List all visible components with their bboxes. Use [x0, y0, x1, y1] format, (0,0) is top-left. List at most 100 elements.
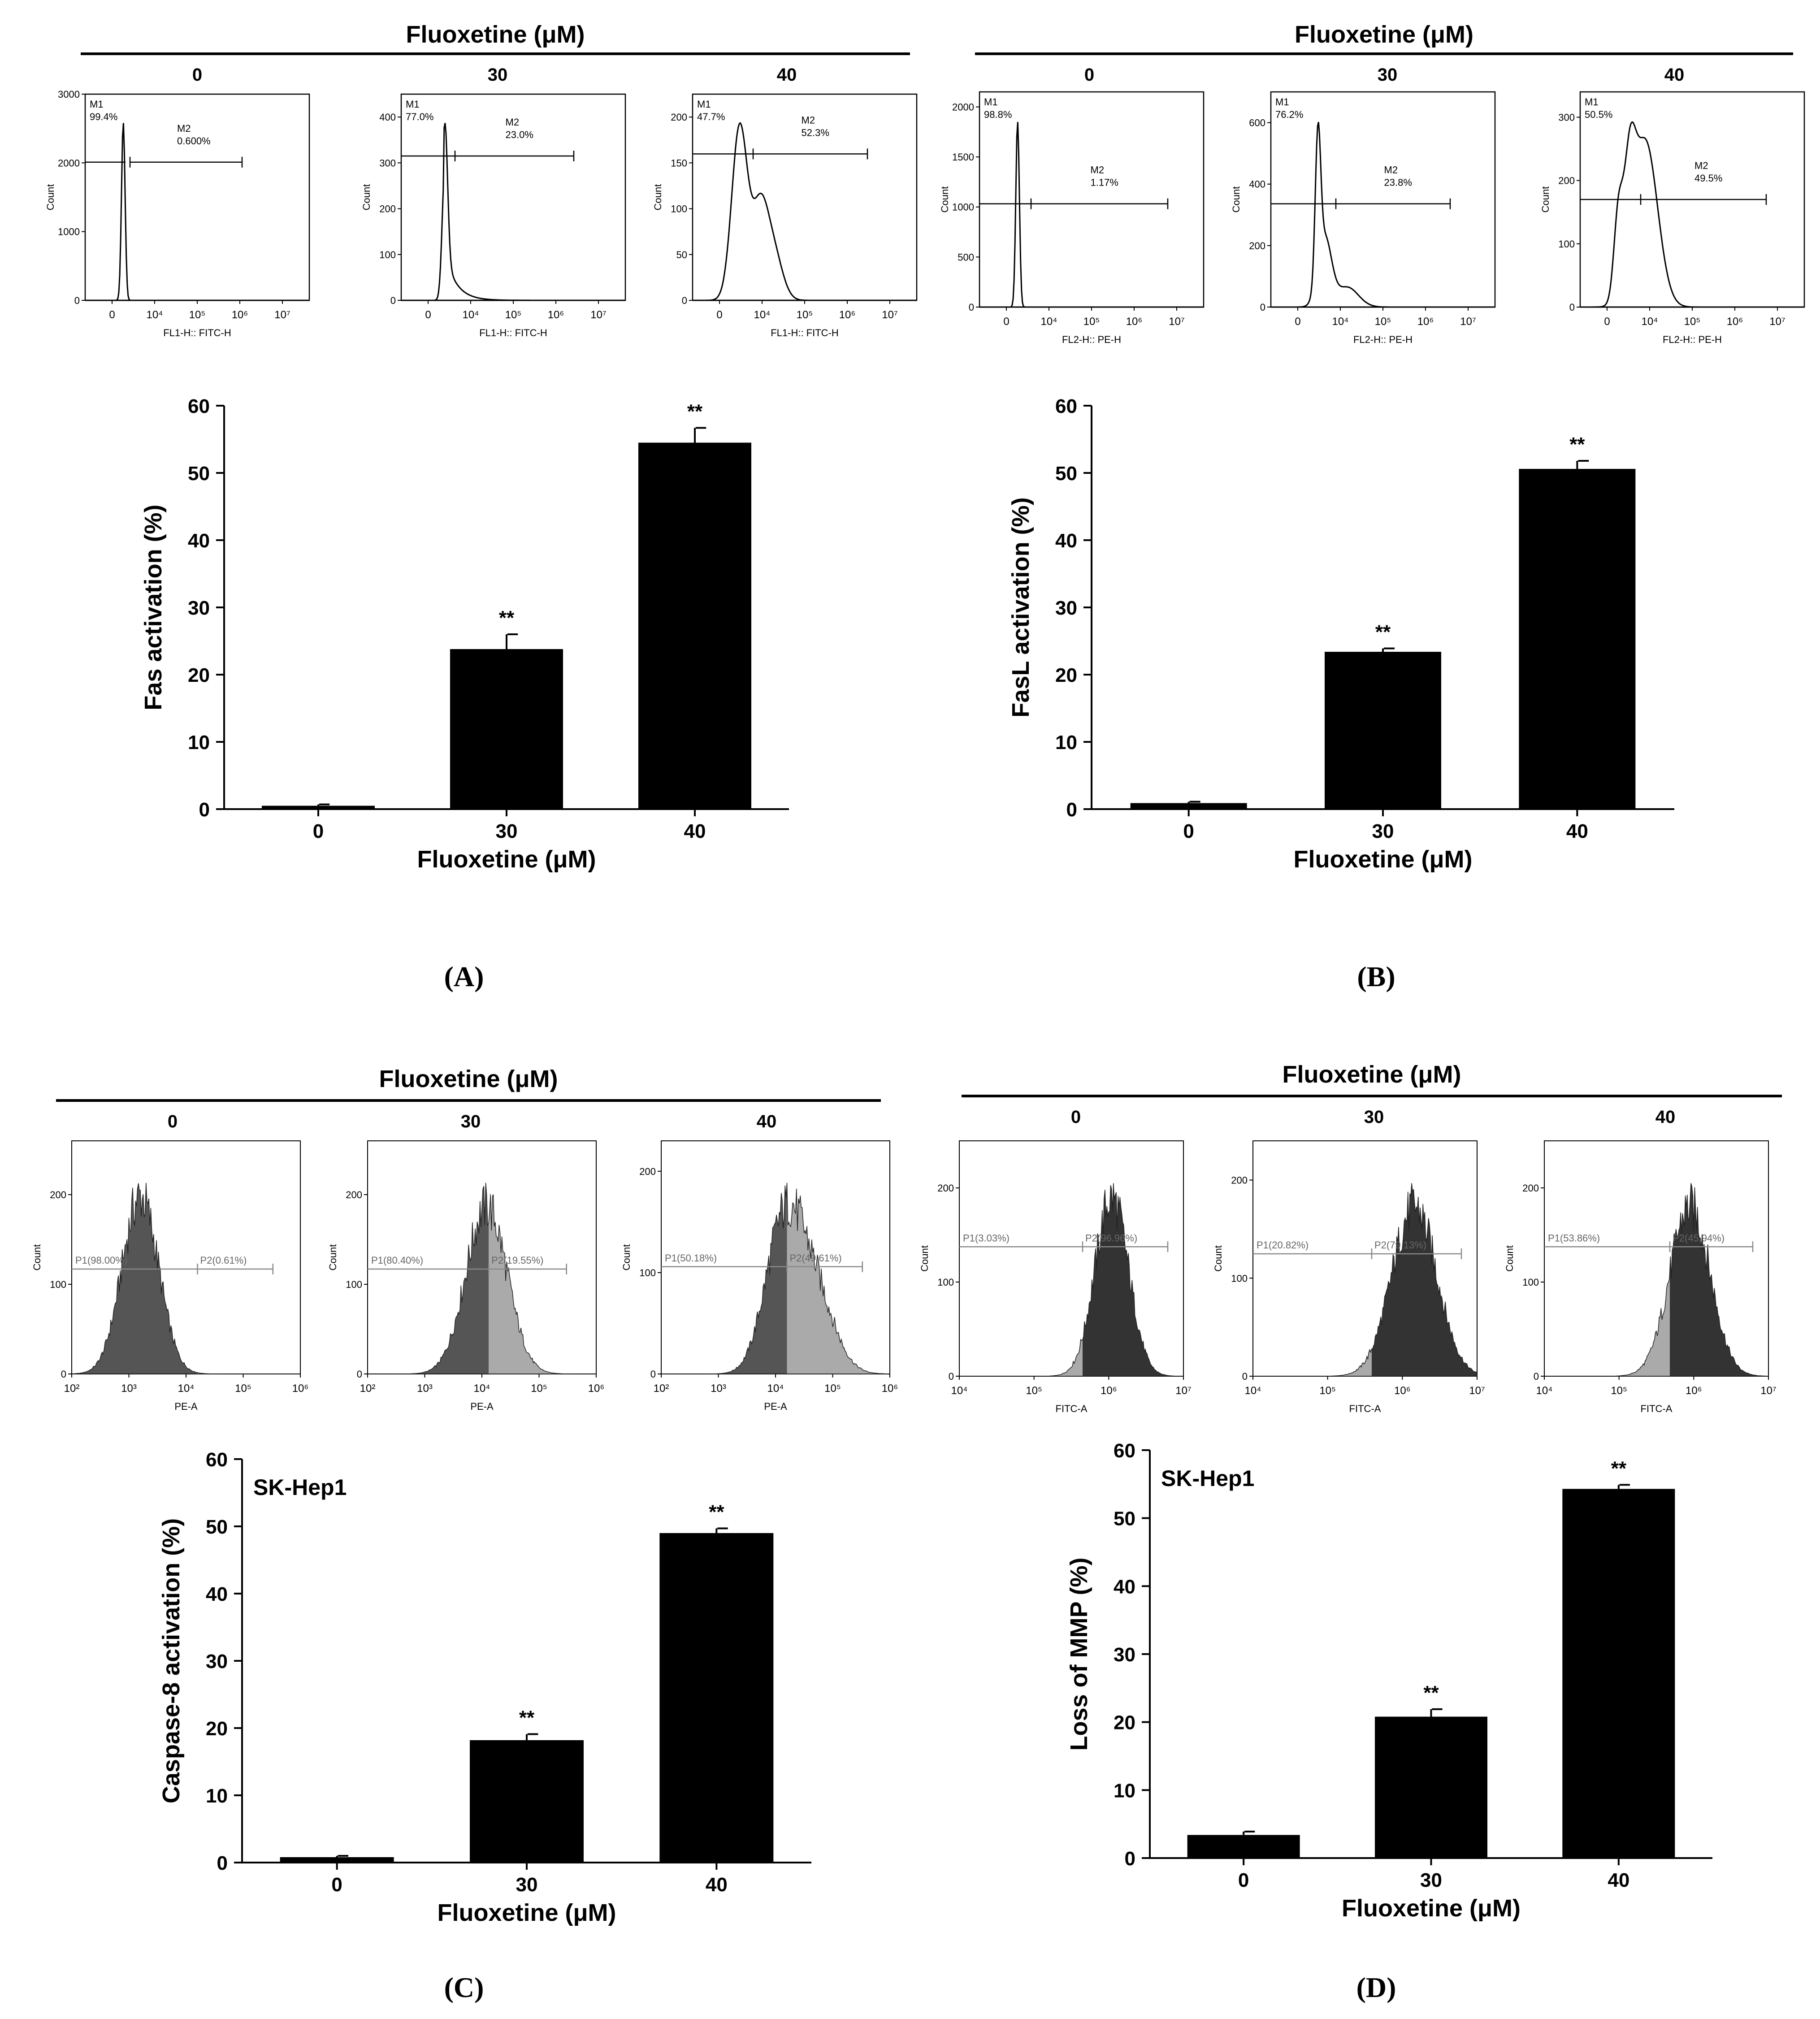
- flow-ytick-label: 600: [1249, 117, 1265, 129]
- bar-0: [1130, 803, 1247, 809]
- gate2-name: M2: [177, 123, 191, 134]
- gate2-label: 1.17%: [1091, 177, 1118, 188]
- flow-ytick-label: 3000: [58, 89, 80, 100]
- panelc-header: Fluoxetine (μM): [379, 1066, 558, 1092]
- y-tick-label: 30: [206, 1651, 228, 1672]
- panelc-flow-plot: P1(80.40%) P2(19.55%) 0 100 200 10² 10³ 10⁴ 10⁵ 1…: [327, 1140, 605, 1412]
- flow-xtick-label: 0: [109, 309, 115, 321]
- gate2-name: M2: [506, 117, 520, 128]
- y-tick-label: 50: [1055, 463, 1077, 485]
- flow-xtick-label: 10⁷: [1175, 1385, 1191, 1397]
- flow-histogram-gate1: [368, 1183, 489, 1374]
- gate2-label: P2(49.61%): [790, 1252, 842, 1264]
- panelc-dose-label: 0: [168, 1112, 178, 1131]
- paneld-flow-plot: P1(53.86%) P2(45.94%) 0 100 200 10⁴ 10⁵ 10⁶ 10⁷ F…: [1504, 1140, 1777, 1414]
- flow-ytick-label: 0: [682, 295, 687, 306]
- panela: Fluoxetine (μM)0 30 40M199.4%M20.600%01000…: [45, 21, 918, 992]
- panela-dose-label: 40: [777, 65, 797, 85]
- flow-ytick-label: 0: [650, 1369, 656, 1380]
- x-tick-label: 30: [1420, 1869, 1442, 1891]
- panelb-header: Fluoxetine (μM): [1295, 21, 1473, 48]
- flow-xlabel: FL1-H:: FITC-H: [771, 327, 839, 338]
- flow-ytick-label: 50: [676, 249, 687, 260]
- flow-ylabel: Count: [327, 1244, 338, 1271]
- flow-ytick-label: 400: [1249, 179, 1265, 190]
- flow-ytick-label: 200: [1522, 1183, 1539, 1194]
- gate1-label: P1(98.00%): [75, 1255, 127, 1266]
- flow-xtick-label: 10⁶: [292, 1382, 309, 1395]
- flow-xtick-label: 10⁵: [505, 309, 522, 321]
- bar-30: [1375, 1716, 1487, 1858]
- flow-ytick-label: 100: [937, 1277, 954, 1288]
- flow-ytick-label: 100: [671, 204, 687, 215]
- flow-xtick-label: 10⁶: [232, 309, 248, 321]
- flow-xtick-label: 10⁵: [1684, 316, 1701, 328]
- flow-ylabel: Count: [939, 186, 950, 213]
- paneld-header: Fluoxetine (μM): [1282, 1061, 1461, 1088]
- flow-xtick-label: 10⁵: [235, 1382, 251, 1395]
- gate1-label: P1(80.40%): [371, 1255, 423, 1266]
- significance-label: **: [1375, 621, 1391, 643]
- y-axis-label: Fas activation (%): [140, 504, 167, 710]
- x-tick-label: 40: [706, 1874, 728, 1896]
- flow-ylabel: Count: [31, 1244, 43, 1271]
- x-tick-label: 0: [313, 820, 324, 842]
- flow-ytick-label: 400: [379, 112, 396, 123]
- gate1-name: M1: [1275, 96, 1289, 108]
- flow-xtick-label: 10⁷: [590, 309, 606, 321]
- gate1-label: 50.5%: [1585, 109, 1612, 120]
- flow-xtick-label: 10²: [360, 1382, 376, 1395]
- flow-ylabel: Count: [1231, 186, 1242, 213]
- flow-xtick-label: 10⁷: [1460, 316, 1476, 328]
- flow-xtick-label: 10³: [417, 1382, 433, 1395]
- y-axis-label: FasL activation (%): [1007, 497, 1034, 717]
- panela-header: Fluoxetine (μM): [406, 21, 585, 48]
- x-tick-label: 40: [1566, 820, 1588, 842]
- gate1-label: 99.4%: [90, 111, 117, 122]
- flow-ylabel: Count: [919, 1245, 930, 1272]
- y-tick-label: 0: [1125, 1848, 1135, 1870]
- flow-xtick-label: 10⁵: [531, 1382, 547, 1395]
- panelb-bar-chart: 0 10 20 30 40 50 60 0 30 ** 40 ** Fluoxetine (μM) Fas…: [1007, 395, 1674, 873]
- flow-plot-frame: [84, 93, 310, 301]
- panelb-dose-label: 40: [1664, 65, 1685, 85]
- flow-xtick-label: 10²: [64, 1382, 80, 1395]
- y-tick-label: 60: [188, 395, 210, 417]
- y-tick-label: 60: [206, 1449, 228, 1471]
- flow-ytick-label: 1500: [952, 152, 974, 163]
- flow-xtick-label: 10⁴: [754, 309, 770, 321]
- flow-xlabel: FITC-A: [1056, 1403, 1088, 1414]
- flow-ytick-label: 2000: [58, 157, 80, 169]
- flow-plot-frame: [1270, 91, 1496, 308]
- flow-xlabel: FL2-H:: PE-H: [1062, 334, 1121, 345]
- flow-xtick-label: 10⁵: [797, 309, 813, 321]
- flow-xtick-label: 10⁷: [274, 309, 290, 321]
- gate2-label: 23.8%: [1384, 177, 1412, 188]
- significance-label: **: [687, 401, 703, 423]
- flow-xtick-label: 10⁶: [588, 1382, 605, 1395]
- flow-ytick-label: 0: [1242, 1371, 1248, 1382]
- flow-xtick-label: 10⁵: [1375, 316, 1391, 328]
- flow-ytick-label: 100: [639, 1267, 656, 1278]
- x-tick-label: 40: [1608, 1869, 1629, 1891]
- x-axis-label: Fluoxetine (μM): [437, 1899, 616, 1926]
- flow-xlabel: FL1-H:: FITC-H: [479, 327, 547, 338]
- flow-ytick-label: 100: [379, 249, 396, 260]
- flow-histogram: [85, 123, 309, 301]
- gate1-label: P1(3.03%): [963, 1232, 1010, 1243]
- flow-xtick-label: 10⁷: [1760, 1385, 1776, 1397]
- bar-0: [280, 1857, 394, 1863]
- bar-0: [1187, 1835, 1300, 1858]
- paneld-dose-label: 40: [1655, 1107, 1676, 1127]
- flow-histogram-gate2: [1670, 1183, 1768, 1376]
- y-tick-label: 0: [199, 799, 210, 821]
- y-tick-label: 20: [206, 1718, 228, 1740]
- y-tick-label: 30: [188, 597, 210, 619]
- y-tick-label: 20: [188, 664, 210, 686]
- flow-ylabel: Count: [1504, 1245, 1515, 1272]
